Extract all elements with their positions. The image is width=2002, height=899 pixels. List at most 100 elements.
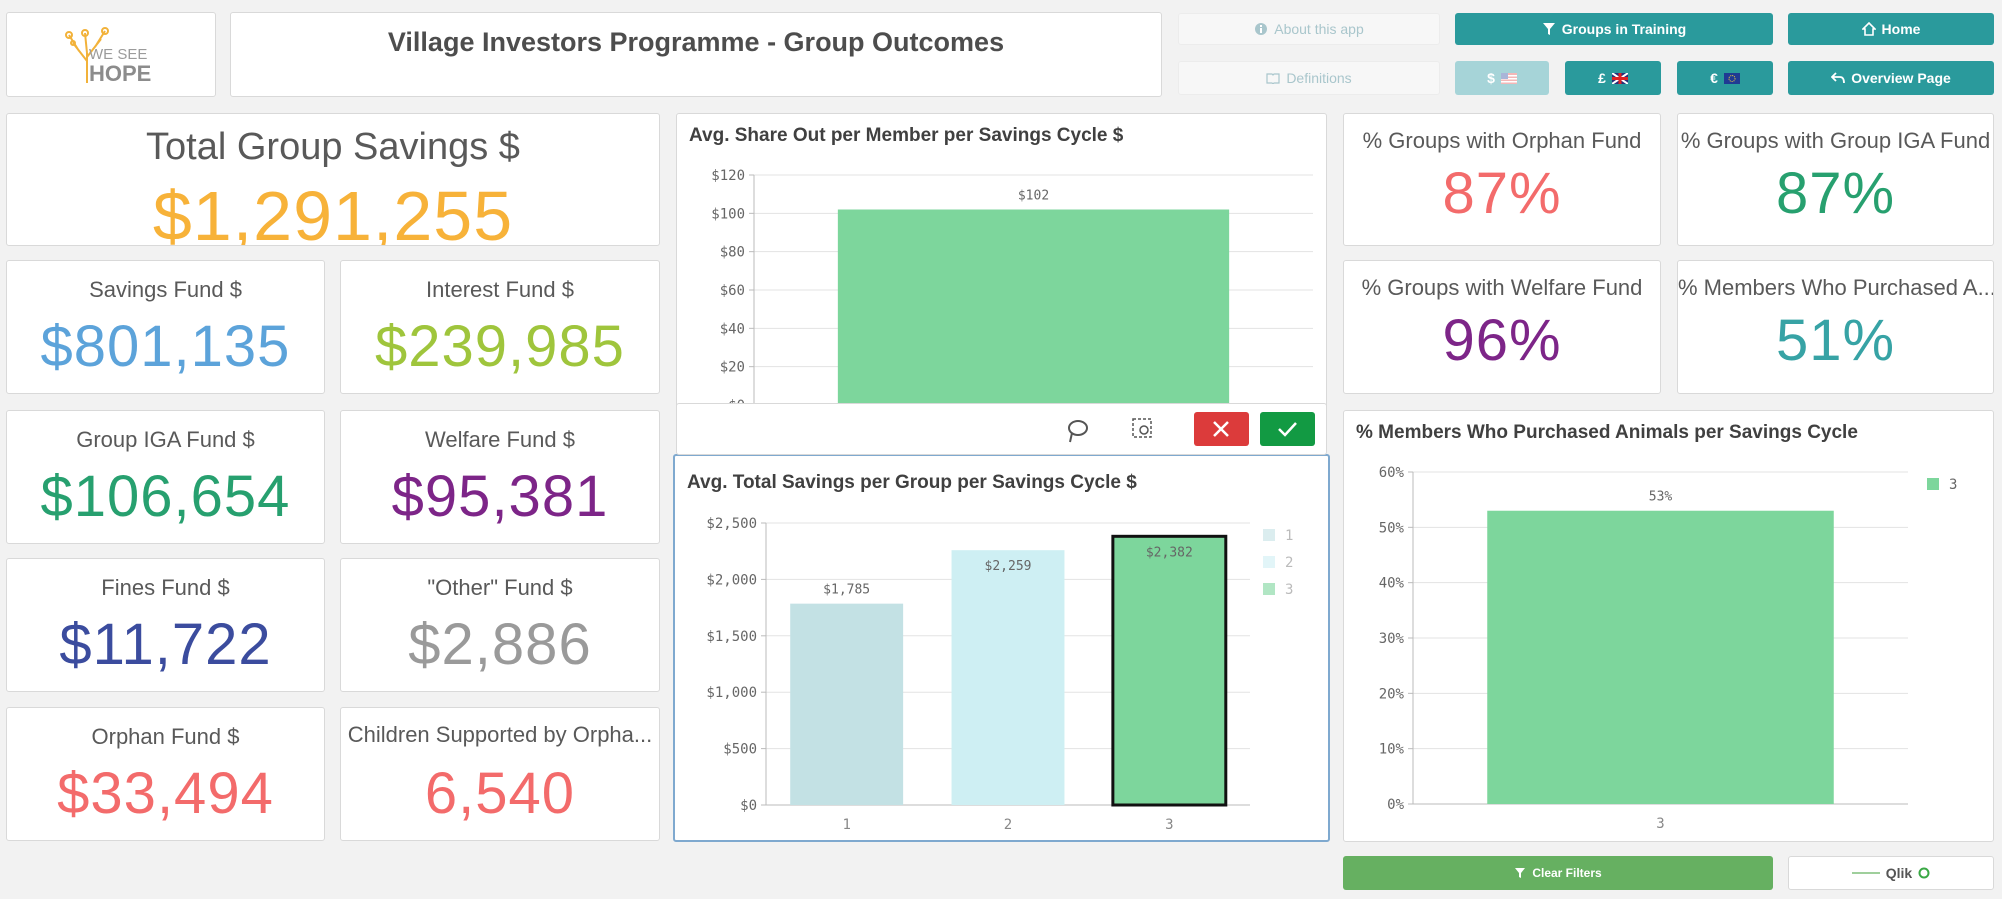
flag-eu <box>1723 72 1740 84</box>
x-tick-label: 2 <box>1004 817 1012 833</box>
legend-swatch <box>1927 478 1939 490</box>
data-label: $102 <box>1018 189 1049 204</box>
clear-filters-button[interactable]: Clear Filters <box>1343 856 1773 890</box>
flag-us <box>1500 72 1517 84</box>
y-tick-label: $1,500 <box>706 629 757 645</box>
kpi-value: $95,381 <box>391 464 609 529</box>
bar <box>837 209 1230 405</box>
kpi-value: $33,494 <box>57 761 274 826</box>
x-tick-label: 3 <box>1165 817 1173 833</box>
y-tick-label: $1,000 <box>706 685 757 701</box>
select-tool[interactable] <box>1132 418 1152 438</box>
legend-swatch <box>1263 529 1275 541</box>
kpi-label: % Groups with Orphan Fund <box>1362 128 1642 153</box>
kpi-value: 51% <box>1775 308 1896 373</box>
bar <box>951 550 1065 805</box>
kpi-tile: Fines Fund $ $11,722 <box>6 558 325 692</box>
chart-panel: Avg. Total Savings per Group per Savings… <box>673 454 1330 842</box>
y-tick-label: 10% <box>1379 742 1405 758</box>
legend-swatch <box>1263 583 1275 595</box>
y-tick-label: 60% <box>1379 465 1405 481</box>
kpi-value: $106,654 <box>40 464 291 529</box>
button-label: £ <box>1598 70 1606 86</box>
kpi-label: Total Group Savings $ <box>146 126 520 168</box>
home-button[interactable]: Home <box>1788 13 1994 45</box>
y-tick-label: 30% <box>1379 631 1405 647</box>
button-label: Definitions <box>1286 70 1352 86</box>
bar <box>790 603 904 805</box>
chart: Avg. Total Savings per Group per Savings… <box>687 472 1293 833</box>
kpi-value: 87% <box>1775 161 1896 226</box>
y-tick-label: $120 <box>711 168 745 184</box>
button-label: € <box>1710 70 1718 86</box>
kpi-value: $801,135 <box>40 314 291 379</box>
title-panel: Village Investors Programme - Group Outc… <box>230 12 1162 97</box>
lasso-tool[interactable] <box>1068 420 1088 443</box>
gbp-button[interactable]: £ <box>1565 61 1661 95</box>
y-tick-label: $500 <box>723 742 757 758</box>
kpi-label: Savings Fund $ <box>89 277 242 302</box>
bar <box>1111 534 1228 807</box>
overview-button[interactable]: Overview Page <box>1788 61 1994 95</box>
about-button[interactable]: About this app <box>1178 13 1440 45</box>
y-tick-label: 0% <box>1387 797 1404 813</box>
book-icon <box>1266 73 1280 84</box>
kpi-label: Welfare Fund $ <box>424 427 575 452</box>
y-tick-label: $60 <box>720 283 745 299</box>
legend-label: 2 <box>1285 555 1293 571</box>
definitions-button[interactable]: Definitions <box>1178 61 1440 95</box>
y-tick-label: $20 <box>720 360 745 376</box>
kpi-value: 96% <box>1442 308 1562 373</box>
logo: WE SEE HOPE <box>65 27 151 86</box>
y-tick-label: 40% <box>1379 576 1405 592</box>
button-label: Clear Filters <box>1532 866 1602 880</box>
data-label: $1,785 <box>823 583 870 598</box>
eur-button[interactable]: € <box>1677 61 1773 95</box>
kpi-value: $1,291,255 <box>152 177 514 246</box>
legend-label: 3 <box>1285 582 1293 598</box>
y-tick-label: $40 <box>720 321 745 337</box>
kpi-tile: Group IGA Fund $ $106,654 <box>6 410 325 544</box>
chart-panel: Avg. Share Out per Member per Savings Cy… <box>676 113 1327 413</box>
kpi-label: Children Supported by Orpha... <box>347 722 653 747</box>
home-icon <box>1861 22 1876 36</box>
logo-text: WE SEE <box>89 46 147 63</box>
app-title: Village Investors Programme - Group Outc… <box>387 27 1005 57</box>
groups-button[interactable]: Groups in Training <box>1455 13 1773 45</box>
y-tick-label: $2,000 <box>706 572 757 588</box>
kpi-value: 87% <box>1442 161 1562 226</box>
qlik-icon <box>1918 867 1930 879</box>
logo-tree <box>65 27 109 83</box>
powered-by-mark <box>1851 872 1880 874</box>
kpi-tile: Welfare Fund $ $95,381 <box>340 410 660 544</box>
kpi-label: % Groups with Group IGA Fund <box>1680 128 1991 153</box>
bar <box>1487 510 1834 804</box>
kpi-tile: Savings Fund $ $801,135 <box>6 260 325 394</box>
y-tick-label: 50% <box>1379 520 1405 536</box>
data-label: $2,382 <box>1146 545 1193 560</box>
usd-button[interactable]: $ <box>1455 61 1549 95</box>
button-label: $ <box>1487 70 1495 86</box>
filter-icon <box>1542 23 1555 35</box>
kpi-value: 6,540 <box>424 761 576 826</box>
legend-label: 1 <box>1285 528 1293 544</box>
clear-filter-icon <box>1515 868 1526 878</box>
kpi-label: "Other" Fund $ <box>427 575 573 600</box>
kpi-value: $11,722 <box>59 612 272 677</box>
flag-uk <box>1611 72 1628 84</box>
confirm-selection[interactable] <box>1260 412 1315 446</box>
selection-toolbar <box>676 403 1327 455</box>
cancel-selection[interactable] <box>1194 412 1249 446</box>
legend-swatch <box>1263 556 1275 568</box>
chart-title: Avg. Total Savings per Group per Savings… <box>687 472 1137 493</box>
y-tick-label: $2,500 <box>706 516 757 532</box>
y-tick-label: $100 <box>711 206 745 222</box>
kpi-tile: % Groups with Group IGA Fund 87% <box>1677 113 1994 246</box>
button-label: Home <box>1881 21 1921 37</box>
chart-title: % Members Who Purchased Animals per Savi… <box>1356 422 1858 443</box>
x-tick-label: 3 <box>1656 816 1664 832</box>
kpi-label: Fines Fund $ <box>101 575 230 600</box>
kpi-tile: % Members Who Purchased A... 51% <box>1677 260 1994 394</box>
toolbar-icons <box>1068 412 1315 446</box>
qlik-badge[interactable]: Qlik <box>1788 856 1994 890</box>
